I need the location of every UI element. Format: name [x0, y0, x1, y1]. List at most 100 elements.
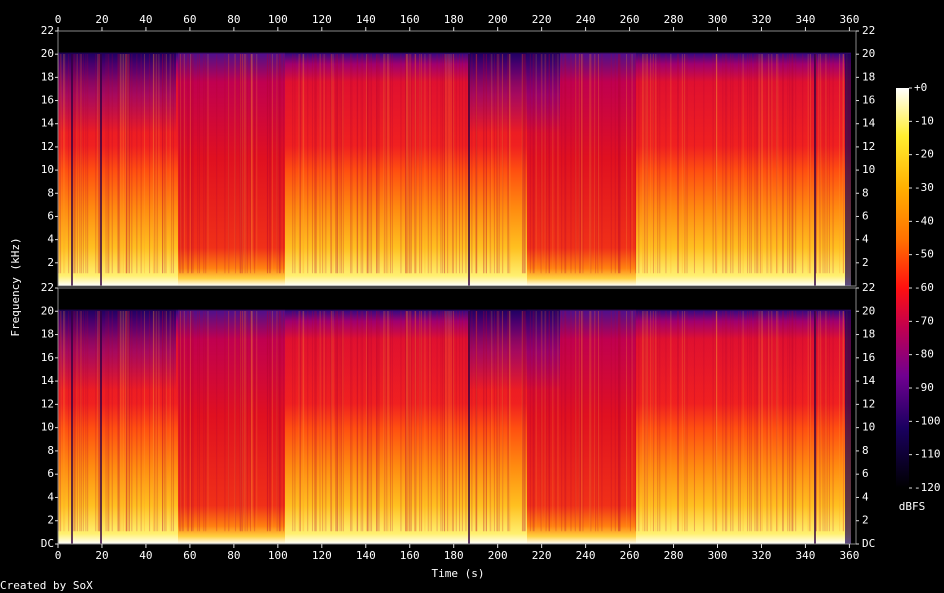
colorbar-tick-label: -20 — [914, 148, 934, 161]
spectrogram-quiet — [178, 31, 285, 286]
x-axis-label: Time (s) — [432, 567, 485, 580]
y-tick-label-right: 20 — [862, 304, 875, 317]
x-tick-label-top: 100 — [268, 13, 288, 26]
x-tick-label-bottom: 140 — [356, 549, 376, 562]
y-axis-label: Frequency (kHz) — [9, 237, 22, 336]
x-tick-label-top: 60 — [183, 13, 196, 26]
colorbar-tick-label: -10 — [914, 114, 934, 127]
x-tick-label-bottom: 220 — [532, 549, 552, 562]
y-tick-label-right: 4 — [862, 490, 869, 503]
spectrogram-fill — [58, 31, 851, 286]
x-tick-label-top: 300 — [708, 13, 728, 26]
x-tick-label-top: 260 — [620, 13, 640, 26]
x-tick-label-bottom: 180 — [444, 549, 464, 562]
colorbar-tick-label: -70 — [914, 314, 934, 327]
fade-out — [845, 53, 851, 287]
y-tick-label-left: 22 — [41, 24, 54, 37]
y-tick-label-right: 8 — [862, 444, 869, 457]
y-tick-label-right: 12 — [862, 397, 875, 410]
spectrogram-quiet — [178, 288, 285, 544]
y-tick-label-right: 22 — [862, 24, 875, 37]
x-tick-label-bottom: 360 — [839, 549, 859, 562]
colorbar — [896, 88, 909, 488]
x-tick-label-bottom: 0 — [55, 549, 62, 562]
x-tick-label-top: 280 — [664, 13, 684, 26]
y-tick-label-right: 16 — [862, 94, 875, 107]
y-tick-label-right: 16 — [862, 351, 875, 364]
x-tick-label-bottom: 260 — [620, 549, 640, 562]
y-tick-label-right: 6 — [862, 467, 869, 480]
spectrogram-dark — [470, 31, 560, 286]
y-tick-label-right: 18 — [862, 328, 875, 341]
x-tick-label-top: 40 — [139, 13, 152, 26]
x-tick-label-top: 160 — [400, 13, 420, 26]
colorbar-tick-label: -60 — [914, 281, 934, 294]
x-tick-label-bottom: 20 — [95, 549, 108, 562]
x-tick-label-bottom: 320 — [752, 549, 772, 562]
spectrogram-dark — [58, 31, 176, 286]
y-tick-label-right: 18 — [862, 70, 875, 83]
x-tick-label-top: 320 — [752, 13, 772, 26]
x-tick-label-bottom: 200 — [488, 549, 508, 562]
y-tick-label-left: 8 — [47, 186, 54, 199]
x-tick-label-bottom: 280 — [664, 549, 684, 562]
colorbar-tick-label: -40 — [914, 214, 934, 227]
x-tick-label-bottom: 240 — [576, 549, 596, 562]
colorbar-tick-label: -80 — [914, 348, 934, 361]
x-tick-label-bottom: 340 — [796, 549, 816, 562]
x-tick-label-top: 340 — [796, 13, 816, 26]
colorbar-label: dBFS — [899, 500, 926, 513]
y-tick-label-left: 20 — [41, 47, 54, 60]
y-tick-label-left: 4 — [47, 233, 54, 246]
colorbar-tick-label: -90 — [914, 381, 934, 394]
x-tick-label-bottom: 120 — [312, 549, 332, 562]
y-tick-label-left: 18 — [41, 70, 54, 83]
x-tick-label-bottom: 300 — [708, 549, 728, 562]
spectrogram-dark — [58, 288, 176, 544]
x-tick-label-top: 220 — [532, 13, 552, 26]
y-tick-label-left: 6 — [47, 209, 54, 222]
y-tick-label-left: 8 — [47, 444, 54, 457]
y-tick-label-right: 14 — [862, 374, 876, 387]
x-tick-label-bottom: 80 — [227, 549, 240, 562]
y-tick-label-right: 6 — [862, 209, 869, 222]
y-tick-label-right: 2 — [862, 256, 869, 269]
y-tick-label-right: 22 — [862, 281, 875, 294]
colorbar-tick-label: -110 — [914, 448, 941, 461]
y-tick-label-left: 14 — [41, 117, 55, 130]
colorbar-tick-label: -120 — [914, 481, 941, 494]
y-tick-label-right: 8 — [862, 186, 869, 199]
x-tick-label-top: 360 — [839, 13, 859, 26]
x-tick-label-top: 20 — [95, 13, 108, 26]
spectrogram-fill — [58, 288, 851, 544]
spectrogram-dark — [470, 288, 560, 544]
x-tick-label-top: 140 — [356, 13, 376, 26]
y-tick-label-left: 2 — [47, 256, 54, 269]
colorbar-tick-label: -100 — [914, 414, 941, 427]
y-tick-label-right: DC — [862, 537, 875, 550]
x-tick-label-top: 240 — [576, 13, 596, 26]
frame — [57, 30, 857, 287]
y-tick-label-right: 20 — [862, 47, 875, 60]
y-tick-label-right: 14 — [862, 117, 876, 130]
y-tick-label-left: 18 — [41, 328, 54, 341]
y-tick-label-left: 22 — [41, 281, 54, 294]
y-tick-label-right: 4 — [862, 233, 869, 246]
y-tick-label-left: 16 — [41, 94, 54, 107]
y-tick-label-left: 12 — [41, 140, 54, 153]
y-tick-label-left: 2 — [47, 514, 54, 527]
x-tick-label-bottom: 100 — [268, 549, 288, 562]
colorbar-tick-label: -50 — [914, 248, 934, 261]
frame — [57, 287, 857, 545]
x-tick-label-top: 120 — [312, 13, 332, 26]
y-tick-label-left: DC — [41, 537, 54, 550]
y-tick-label-right: 12 — [862, 140, 875, 153]
colorbar-tick-label: +0 — [914, 81, 927, 94]
colorbar-tick-label: -30 — [914, 181, 934, 194]
x-tick-label-top: 0 — [55, 13, 62, 26]
y-tick-label-left: 16 — [41, 351, 54, 364]
x-tick-label-bottom: 160 — [400, 549, 420, 562]
y-tick-label-left: 12 — [41, 397, 54, 410]
y-tick-label-left: 6 — [47, 467, 54, 480]
